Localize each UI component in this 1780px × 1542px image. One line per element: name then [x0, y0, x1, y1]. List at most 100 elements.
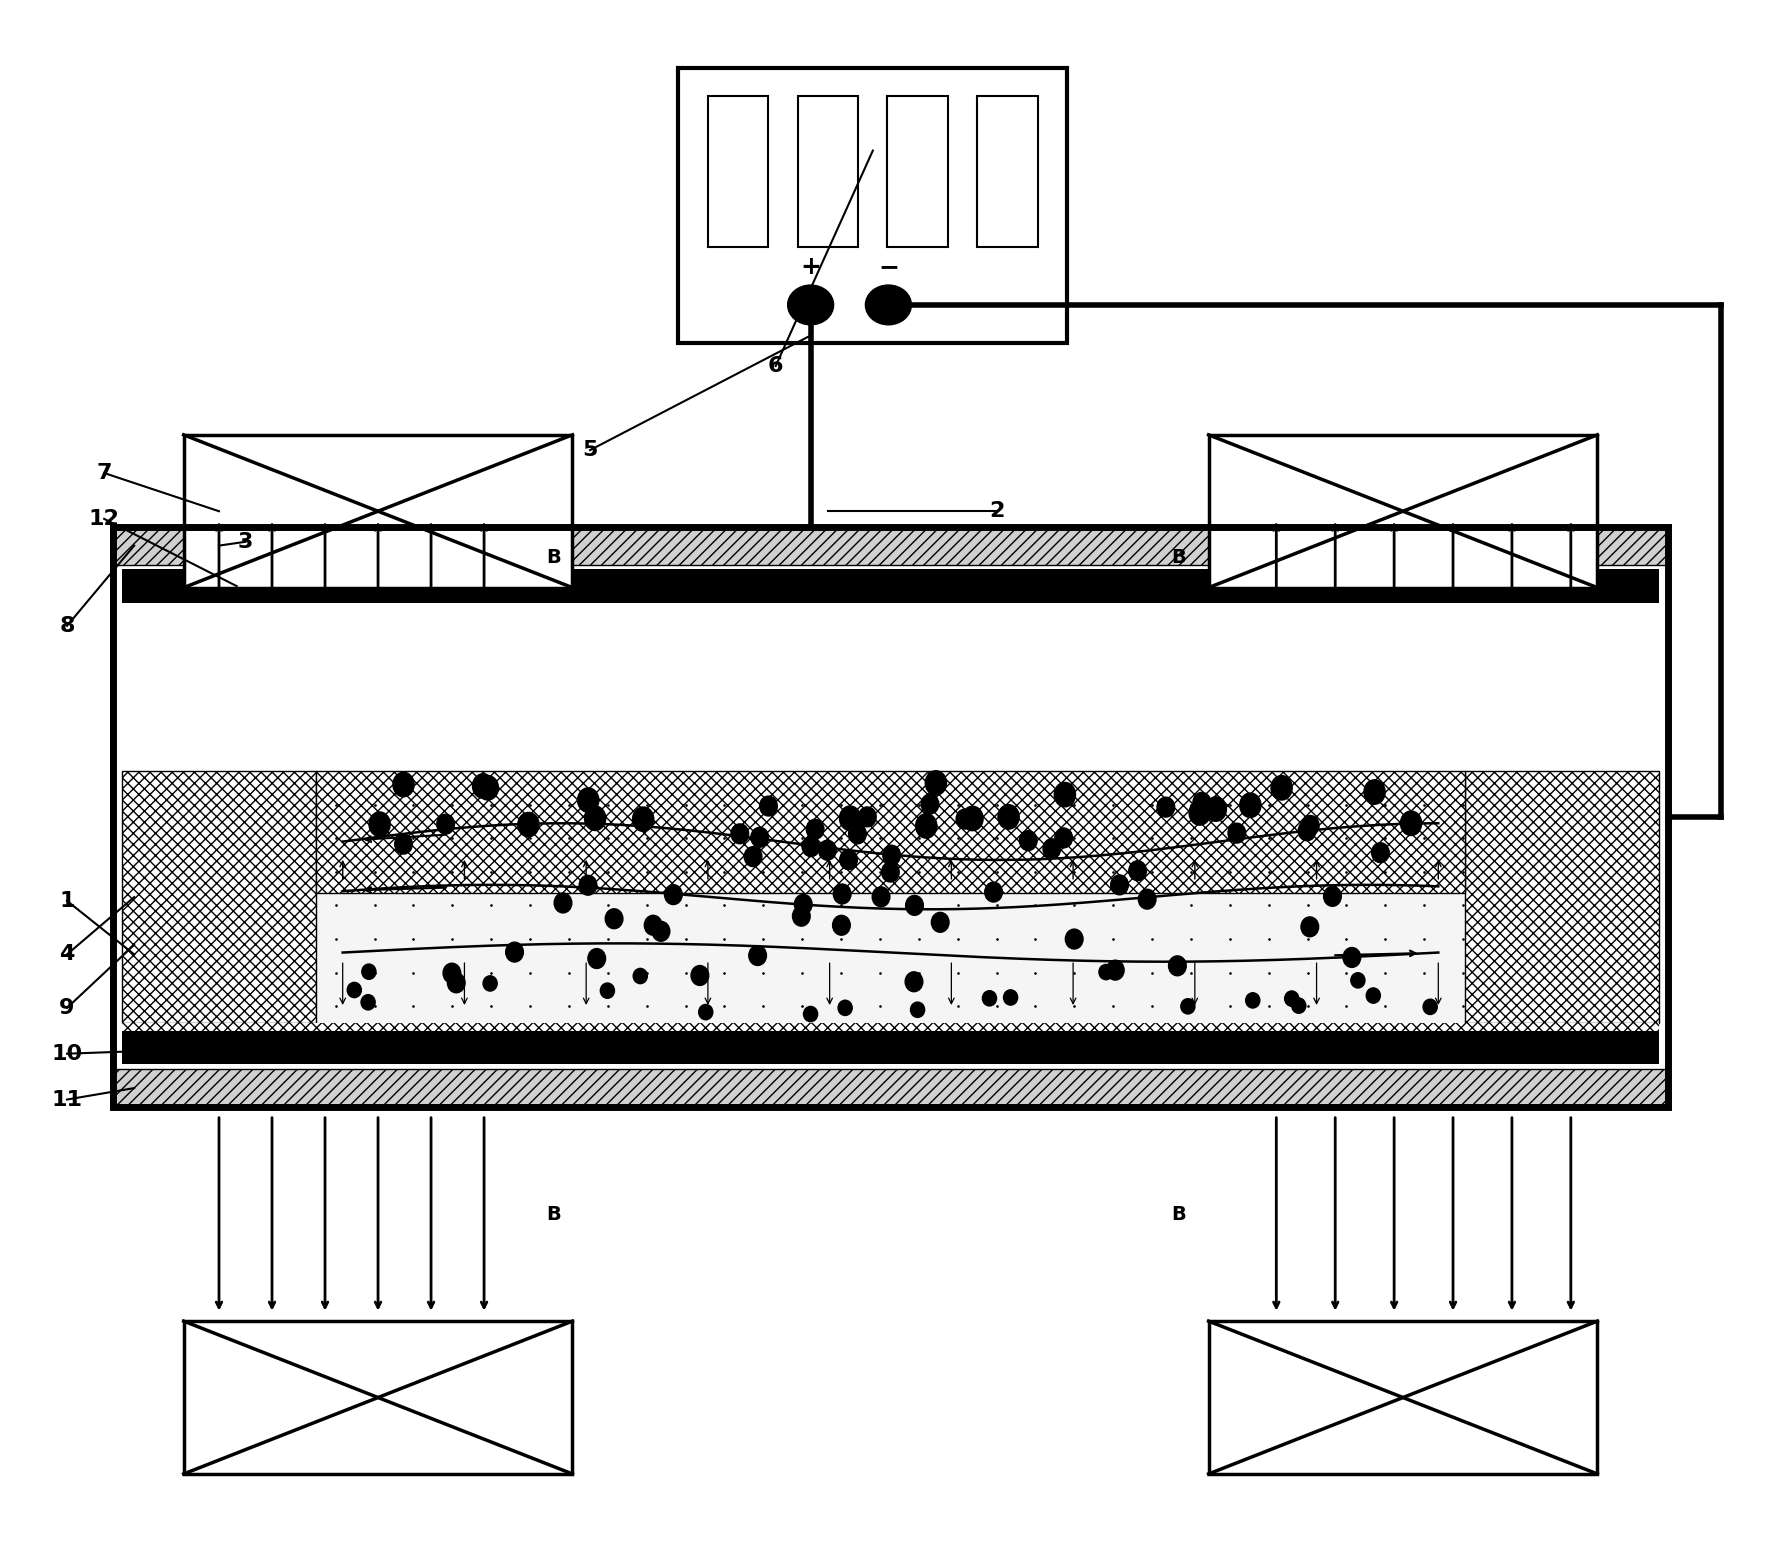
- Ellipse shape: [997, 805, 1018, 830]
- Ellipse shape: [443, 964, 461, 984]
- Text: +: +: [799, 254, 821, 279]
- Text: 6: 6: [767, 356, 783, 376]
- Ellipse shape: [651, 922, 669, 941]
- Ellipse shape: [1205, 797, 1226, 822]
- Ellipse shape: [578, 876, 596, 896]
- Bar: [317, 771, 1463, 893]
- Ellipse shape: [1054, 828, 1072, 848]
- Ellipse shape: [1422, 999, 1436, 1015]
- Ellipse shape: [1363, 780, 1385, 805]
- Ellipse shape: [1189, 800, 1210, 825]
- Ellipse shape: [472, 774, 493, 799]
- Text: B: B: [1169, 1204, 1185, 1224]
- Ellipse shape: [368, 813, 390, 836]
- Ellipse shape: [1342, 947, 1360, 967]
- Text: 1: 1: [59, 891, 75, 911]
- Ellipse shape: [760, 796, 776, 816]
- Bar: [183, 1321, 571, 1474]
- Ellipse shape: [691, 965, 708, 985]
- Ellipse shape: [1365, 988, 1380, 1004]
- Text: 5: 5: [582, 439, 598, 460]
- Text: 3: 3: [239, 532, 253, 552]
- Text: −: −: [878, 254, 899, 279]
- Bar: [112, 1069, 1668, 1107]
- Ellipse shape: [744, 847, 762, 867]
- Ellipse shape: [518, 813, 539, 837]
- Ellipse shape: [838, 1001, 853, 1016]
- Text: B: B: [546, 1204, 561, 1224]
- Circle shape: [787, 285, 833, 325]
- Ellipse shape: [477, 776, 498, 800]
- Ellipse shape: [1283, 992, 1298, 1007]
- Ellipse shape: [833, 884, 851, 904]
- Ellipse shape: [910, 1002, 924, 1018]
- Ellipse shape: [436, 814, 454, 834]
- Ellipse shape: [1129, 860, 1146, 880]
- Ellipse shape: [664, 885, 682, 905]
- Ellipse shape: [801, 837, 819, 857]
- Ellipse shape: [881, 862, 899, 882]
- Ellipse shape: [698, 1004, 712, 1019]
- Ellipse shape: [577, 788, 598, 813]
- Bar: [121, 1030, 1659, 1064]
- Bar: [183, 435, 571, 588]
- Ellipse shape: [1018, 831, 1036, 851]
- Ellipse shape: [906, 896, 922, 916]
- Ellipse shape: [506, 942, 523, 962]
- Ellipse shape: [554, 893, 571, 913]
- Ellipse shape: [1043, 839, 1061, 859]
- Ellipse shape: [847, 823, 865, 843]
- Text: 9: 9: [59, 998, 75, 1018]
- Ellipse shape: [956, 810, 974, 830]
- Ellipse shape: [393, 773, 415, 797]
- Ellipse shape: [644, 916, 662, 934]
- Ellipse shape: [1271, 776, 1292, 800]
- Ellipse shape: [605, 908, 623, 928]
- Ellipse shape: [806, 819, 824, 839]
- Ellipse shape: [858, 806, 876, 827]
- Ellipse shape: [872, 887, 890, 907]
- Ellipse shape: [920, 794, 938, 814]
- Ellipse shape: [803, 1007, 817, 1022]
- Ellipse shape: [730, 823, 748, 843]
- Bar: [1209, 435, 1597, 588]
- Ellipse shape: [794, 894, 812, 914]
- Ellipse shape: [1002, 990, 1016, 1005]
- Text: 11: 11: [52, 1090, 82, 1110]
- Text: 7: 7: [96, 463, 112, 483]
- Ellipse shape: [584, 806, 605, 831]
- Text: 10: 10: [52, 1044, 82, 1064]
- Ellipse shape: [883, 845, 901, 865]
- Ellipse shape: [838, 850, 856, 870]
- Ellipse shape: [915, 814, 936, 839]
- Ellipse shape: [983, 990, 997, 1005]
- Ellipse shape: [361, 964, 376, 979]
- Ellipse shape: [1228, 823, 1244, 843]
- Ellipse shape: [1371, 843, 1388, 862]
- Ellipse shape: [634, 968, 646, 984]
- Ellipse shape: [1111, 874, 1129, 894]
- Bar: [1209, 1321, 1597, 1474]
- Ellipse shape: [395, 834, 413, 854]
- Ellipse shape: [482, 976, 497, 992]
- Text: B: B: [546, 547, 561, 566]
- Ellipse shape: [1349, 973, 1363, 988]
- Ellipse shape: [792, 907, 810, 927]
- Ellipse shape: [361, 995, 376, 1010]
- Ellipse shape: [1054, 782, 1075, 806]
- Text: 12: 12: [89, 509, 119, 529]
- Ellipse shape: [904, 971, 922, 992]
- Text: 2: 2: [988, 501, 1004, 521]
- Ellipse shape: [1290, 998, 1305, 1013]
- Bar: [121, 771, 317, 1024]
- Ellipse shape: [831, 916, 849, 934]
- Ellipse shape: [587, 948, 605, 968]
- Bar: [886, 96, 947, 247]
- Bar: [797, 96, 858, 247]
- Ellipse shape: [1298, 820, 1315, 840]
- Ellipse shape: [1098, 964, 1112, 979]
- Ellipse shape: [751, 828, 769, 847]
- Ellipse shape: [1064, 930, 1082, 948]
- Bar: [121, 1024, 1659, 1030]
- Ellipse shape: [984, 882, 1002, 902]
